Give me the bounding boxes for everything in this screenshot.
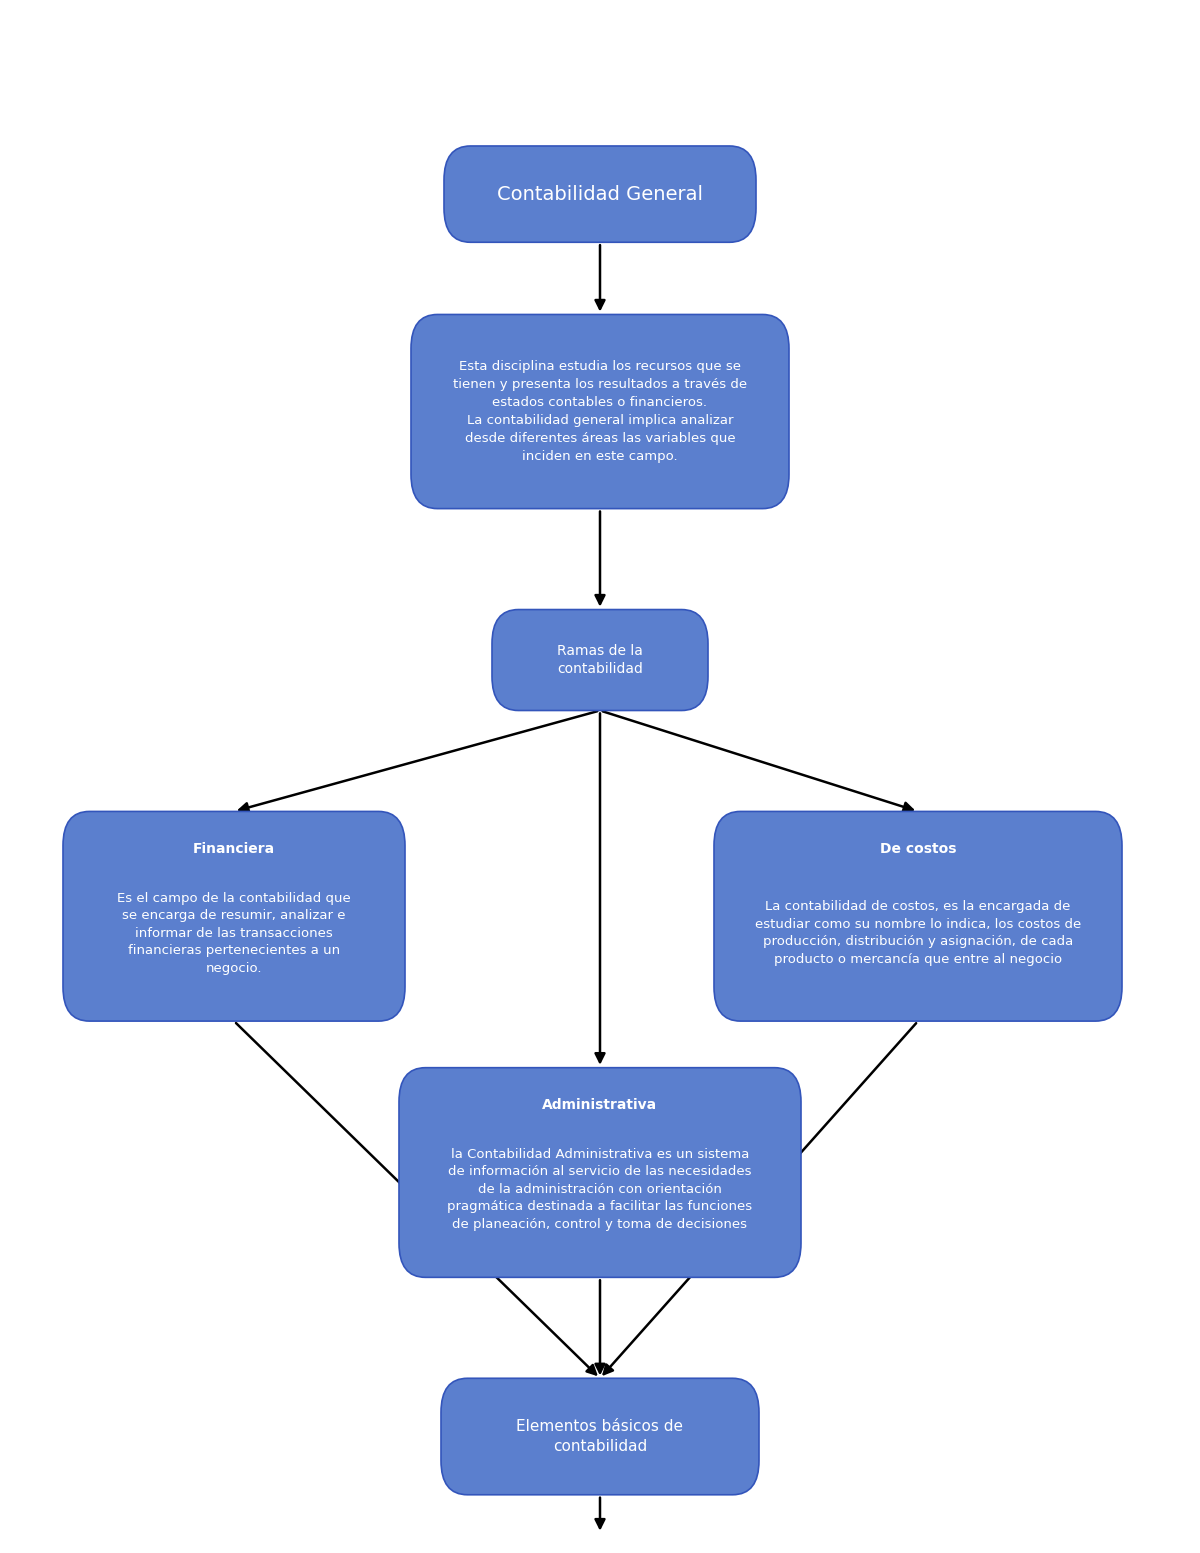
Text: Administrativa: Administrativa <box>542 1098 658 1112</box>
Text: la Contabilidad Administrativa es un sistema
de información al servicio de las n: la Contabilidad Administrativa es un sis… <box>448 1148 752 1232</box>
Text: Elementos básicos de
contabilidad: Elementos básicos de contabilidad <box>516 1419 684 1454</box>
FancyBboxPatch shape <box>444 146 756 242</box>
FancyBboxPatch shape <box>412 314 790 509</box>
FancyBboxPatch shape <box>64 811 406 1022</box>
Text: Contabilidad General: Contabilidad General <box>497 185 703 203</box>
Text: De costos: De costos <box>880 842 956 856</box>
Text: La contabilidad de costos, es la encargada de
estudiar como su nombre lo indica,: La contabilidad de costos, es la encarga… <box>755 901 1081 966</box>
FancyBboxPatch shape <box>492 610 708 711</box>
FancyBboxPatch shape <box>442 1379 760 1494</box>
FancyBboxPatch shape <box>714 811 1122 1022</box>
FancyBboxPatch shape <box>398 1068 802 1277</box>
Text: Ramas de la
contabilidad: Ramas de la contabilidad <box>557 644 643 676</box>
Text: Es el campo de la contabilidad que
se encarga de resumir, analizar e
informar de: Es el campo de la contabilidad que se en… <box>118 891 350 975</box>
Text: Esta disciplina estudia los recursos que se
tienen y presenta los resultados a t: Esta disciplina estudia los recursos que… <box>452 360 748 463</box>
Text: Financiera: Financiera <box>193 842 275 856</box>
